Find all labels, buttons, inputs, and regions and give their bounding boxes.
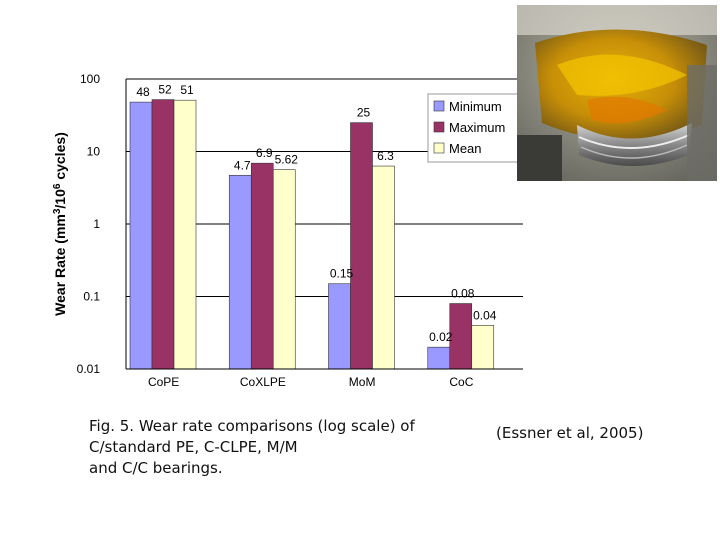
legend-swatch-mean xyxy=(433,142,445,154)
legend-label-maximum: Maximum xyxy=(449,120,505,135)
bar-minimum-coxlpe xyxy=(228,174,252,370)
bar-minimum-cope xyxy=(129,101,153,370)
data-label: 0.04 xyxy=(473,308,497,322)
data-label: 6.9 xyxy=(256,146,273,160)
caption-line-1: Fig. 5. Wear rate comparisons (log scale… xyxy=(89,417,415,435)
data-label: 0.15 xyxy=(330,267,354,281)
citation: (Essner et al, 2005) xyxy=(496,424,644,442)
data-label: 0.08 xyxy=(451,287,475,301)
bar-minimum-mom xyxy=(328,283,351,370)
y-axis-label-main: Wear Rate (mm xyxy=(52,214,68,316)
legend-label-minimum: Minimum xyxy=(449,99,502,114)
bearing-test-photo xyxy=(517,5,717,181)
y-tick-label: 1 xyxy=(93,217,100,231)
bar-mean-coc xyxy=(471,325,495,370)
y-tick-labels: 100 10 1 0.1 0.01 xyxy=(77,72,101,376)
y-axis-label: Wear Rate (mm3/106 cycles) xyxy=(52,132,68,316)
y-axis-label-end: cycles) xyxy=(52,132,68,183)
data-label: 0.02 xyxy=(429,330,453,344)
y-axis-label-sup1: 3 xyxy=(52,208,63,214)
y-axis-label-sup2: 6 xyxy=(52,183,63,189)
bar-maximum-coc xyxy=(449,303,473,370)
y-tick-label: 0.01 xyxy=(77,362,101,376)
data-label: 51 xyxy=(180,83,194,97)
bar-maximum-mom xyxy=(350,122,373,370)
bar-mean-mom xyxy=(372,165,395,370)
x-tick-labels: CoPE CoXLPE MoM CoC xyxy=(148,375,474,389)
data-label: 6.3 xyxy=(377,149,394,163)
legend-swatch-minimum xyxy=(433,100,445,112)
x-tick-label: CoPE xyxy=(148,375,179,389)
bar-minimum-coc xyxy=(427,346,451,370)
y-axis-label-mid: /10 xyxy=(52,189,68,209)
x-tick-label: CoC xyxy=(449,375,473,389)
bar-mean-cope xyxy=(173,99,197,370)
bar-maximum-cope xyxy=(151,99,175,370)
data-label: 52 xyxy=(158,83,172,97)
legend-label-mean: Mean xyxy=(449,141,482,156)
y-tick-label: 10 xyxy=(87,145,101,159)
caption-line-3: and C/C bearings. xyxy=(89,459,223,477)
legend: Minimum Maximum Mean xyxy=(427,93,521,163)
legend-swatch-maximum xyxy=(433,121,445,133)
y-tick-label: 100 xyxy=(80,72,100,86)
caption-line-2: C/standard PE, C-CLPE, M/M xyxy=(89,438,298,456)
data-label: 48 xyxy=(136,85,150,99)
data-label: 25 xyxy=(357,106,371,120)
bar-maximum-coxlpe xyxy=(250,162,274,370)
x-tick-label: CoXLPE xyxy=(240,375,286,389)
data-label: 5.62 xyxy=(275,153,299,167)
figure-caption: Fig. 5. Wear rate comparisons (log scale… xyxy=(89,416,419,479)
y-tick-label: 0.1 xyxy=(83,290,100,304)
data-label: 4.7 xyxy=(234,158,251,172)
data-labels: 48 52 51 4.7 6.9 5.62 0.15 25 6.3 0.02 0.08 0.04 xyxy=(136,83,496,345)
bar-mean-coxlpe xyxy=(272,169,296,370)
x-tick-label: MoM xyxy=(349,375,376,389)
